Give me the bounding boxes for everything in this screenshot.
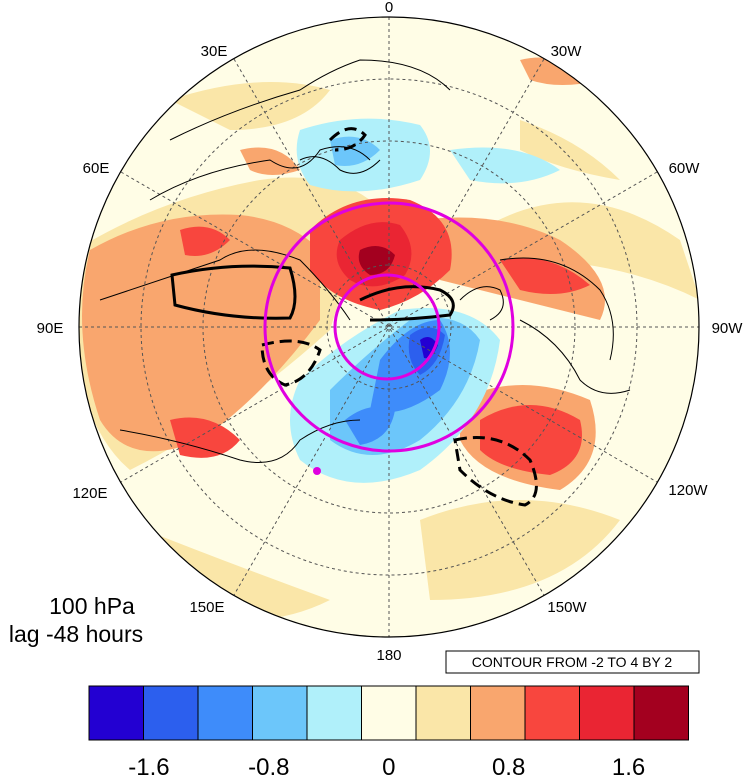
- lon-label-150e: 150E: [189, 599, 224, 616]
- colorbar-swatch: [252, 685, 308, 741]
- colorbar-swatch: [88, 685, 144, 741]
- colorbar-swatch: [197, 685, 253, 741]
- colorbar-tick-label: -0.8: [248, 754, 289, 779]
- colorbar-swatch: [470, 685, 526, 741]
- lon-label-120w: 120W: [668, 482, 708, 499]
- lag-label: lag -48 hours: [9, 621, 143, 647]
- magenta-circles: [263, 201, 515, 453]
- lon-label-0: 0: [385, 0, 393, 16]
- colorbar-swatch: [579, 685, 635, 741]
- outer-magenta-circle: [263, 201, 515, 453]
- lon-label-120e: 120E: [72, 485, 107, 502]
- contour-info-text: CONTOUR FROM -2 TO 4 BY 2: [472, 654, 673, 670]
- pressure-level-label: 100 hPa: [49, 593, 135, 619]
- shading-orange: [82, 214, 320, 452]
- colorbar-tick-label: -1.6: [128, 754, 169, 779]
- lon-label-150w: 150W: [547, 599, 587, 616]
- map-boundary: [78, 16, 700, 638]
- colorbar-swatch: [524, 685, 580, 741]
- colorbar-swatch: [306, 685, 362, 741]
- colorbar-tick-label: 0: [382, 754, 395, 779]
- colorbar-tick-label: 1.6: [612, 754, 645, 779]
- colorbar-swatch: [361, 685, 417, 741]
- colorbar-tick-label: 0.8: [492, 754, 525, 779]
- lon-label-90w: 90W: [712, 320, 744, 337]
- graticule: [79, 17, 699, 637]
- dashed-contour: [260, 339, 322, 387]
- inner-magenta-circle: [333, 273, 441, 381]
- solid-contour: [170, 264, 297, 320]
- lon-label-60w: 60W: [669, 160, 701, 177]
- colorbar-swatch: [415, 685, 471, 741]
- lon-label-180: 180: [376, 647, 401, 664]
- black-contours: [170, 127, 538, 507]
- lon-label-30e: 30E: [201, 43, 228, 60]
- anomaly-shading: [79, 17, 699, 637]
- longitude-labels: 0 30W 60W 90W 120W 150W 180 150E 120E 90…: [37, 0, 744, 664]
- contour-info-box: CONTOUR FROM -2 TO 4 BY 2: [445, 650, 700, 674]
- coastlines: [99, 59, 631, 463]
- colorbar-swatch: [633, 685, 689, 741]
- lon-label-90e: 90E: [37, 320, 64, 337]
- lon-label-60e: 60E: [83, 160, 110, 177]
- colorbar-swatch: [143, 685, 199, 741]
- magenta-dot: [313, 467, 321, 475]
- lon-label-30w: 30W: [551, 43, 583, 60]
- colorbar: -1.6 -0.8 0 0.8 1.6: [88, 685, 689, 779]
